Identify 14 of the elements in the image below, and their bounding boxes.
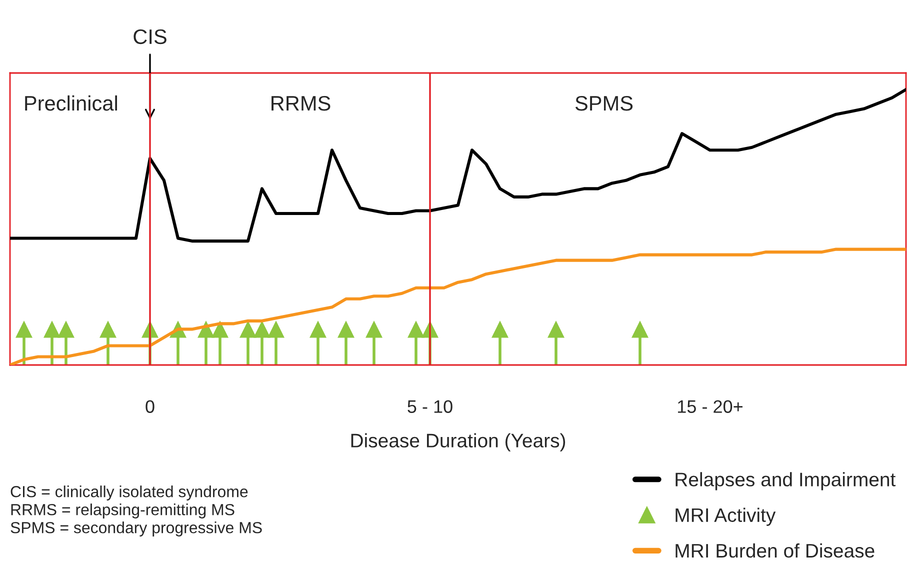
text: SPMS = secondary progressive MS: [10, 522, 262, 536]
legend-label: Relapses and Impairment: [676, 472, 896, 490]
legend-label: MRI Burden of Disease: [676, 543, 874, 558]
annotation: CIS: [134, 29, 166, 44]
text: CIS = clinically isolated syndrome: [10, 486, 248, 500]
annotation: SPMS: [575, 96, 633, 111]
annotation: Preclinical: [25, 95, 117, 111]
x-tick-label: 0: [146, 400, 154, 413]
text: RRMS = relapsing-remitting MS: [11, 504, 234, 518]
annotation: RRMS: [272, 96, 330, 111]
x-tick-label: 5 - 10: [408, 400, 452, 413]
x-tick-label: 15 - 20+: [678, 400, 742, 413]
legend-label: MRI Activity: [676, 508, 776, 526]
x-axis-title: Disease Duration (Years): [351, 433, 566, 452]
